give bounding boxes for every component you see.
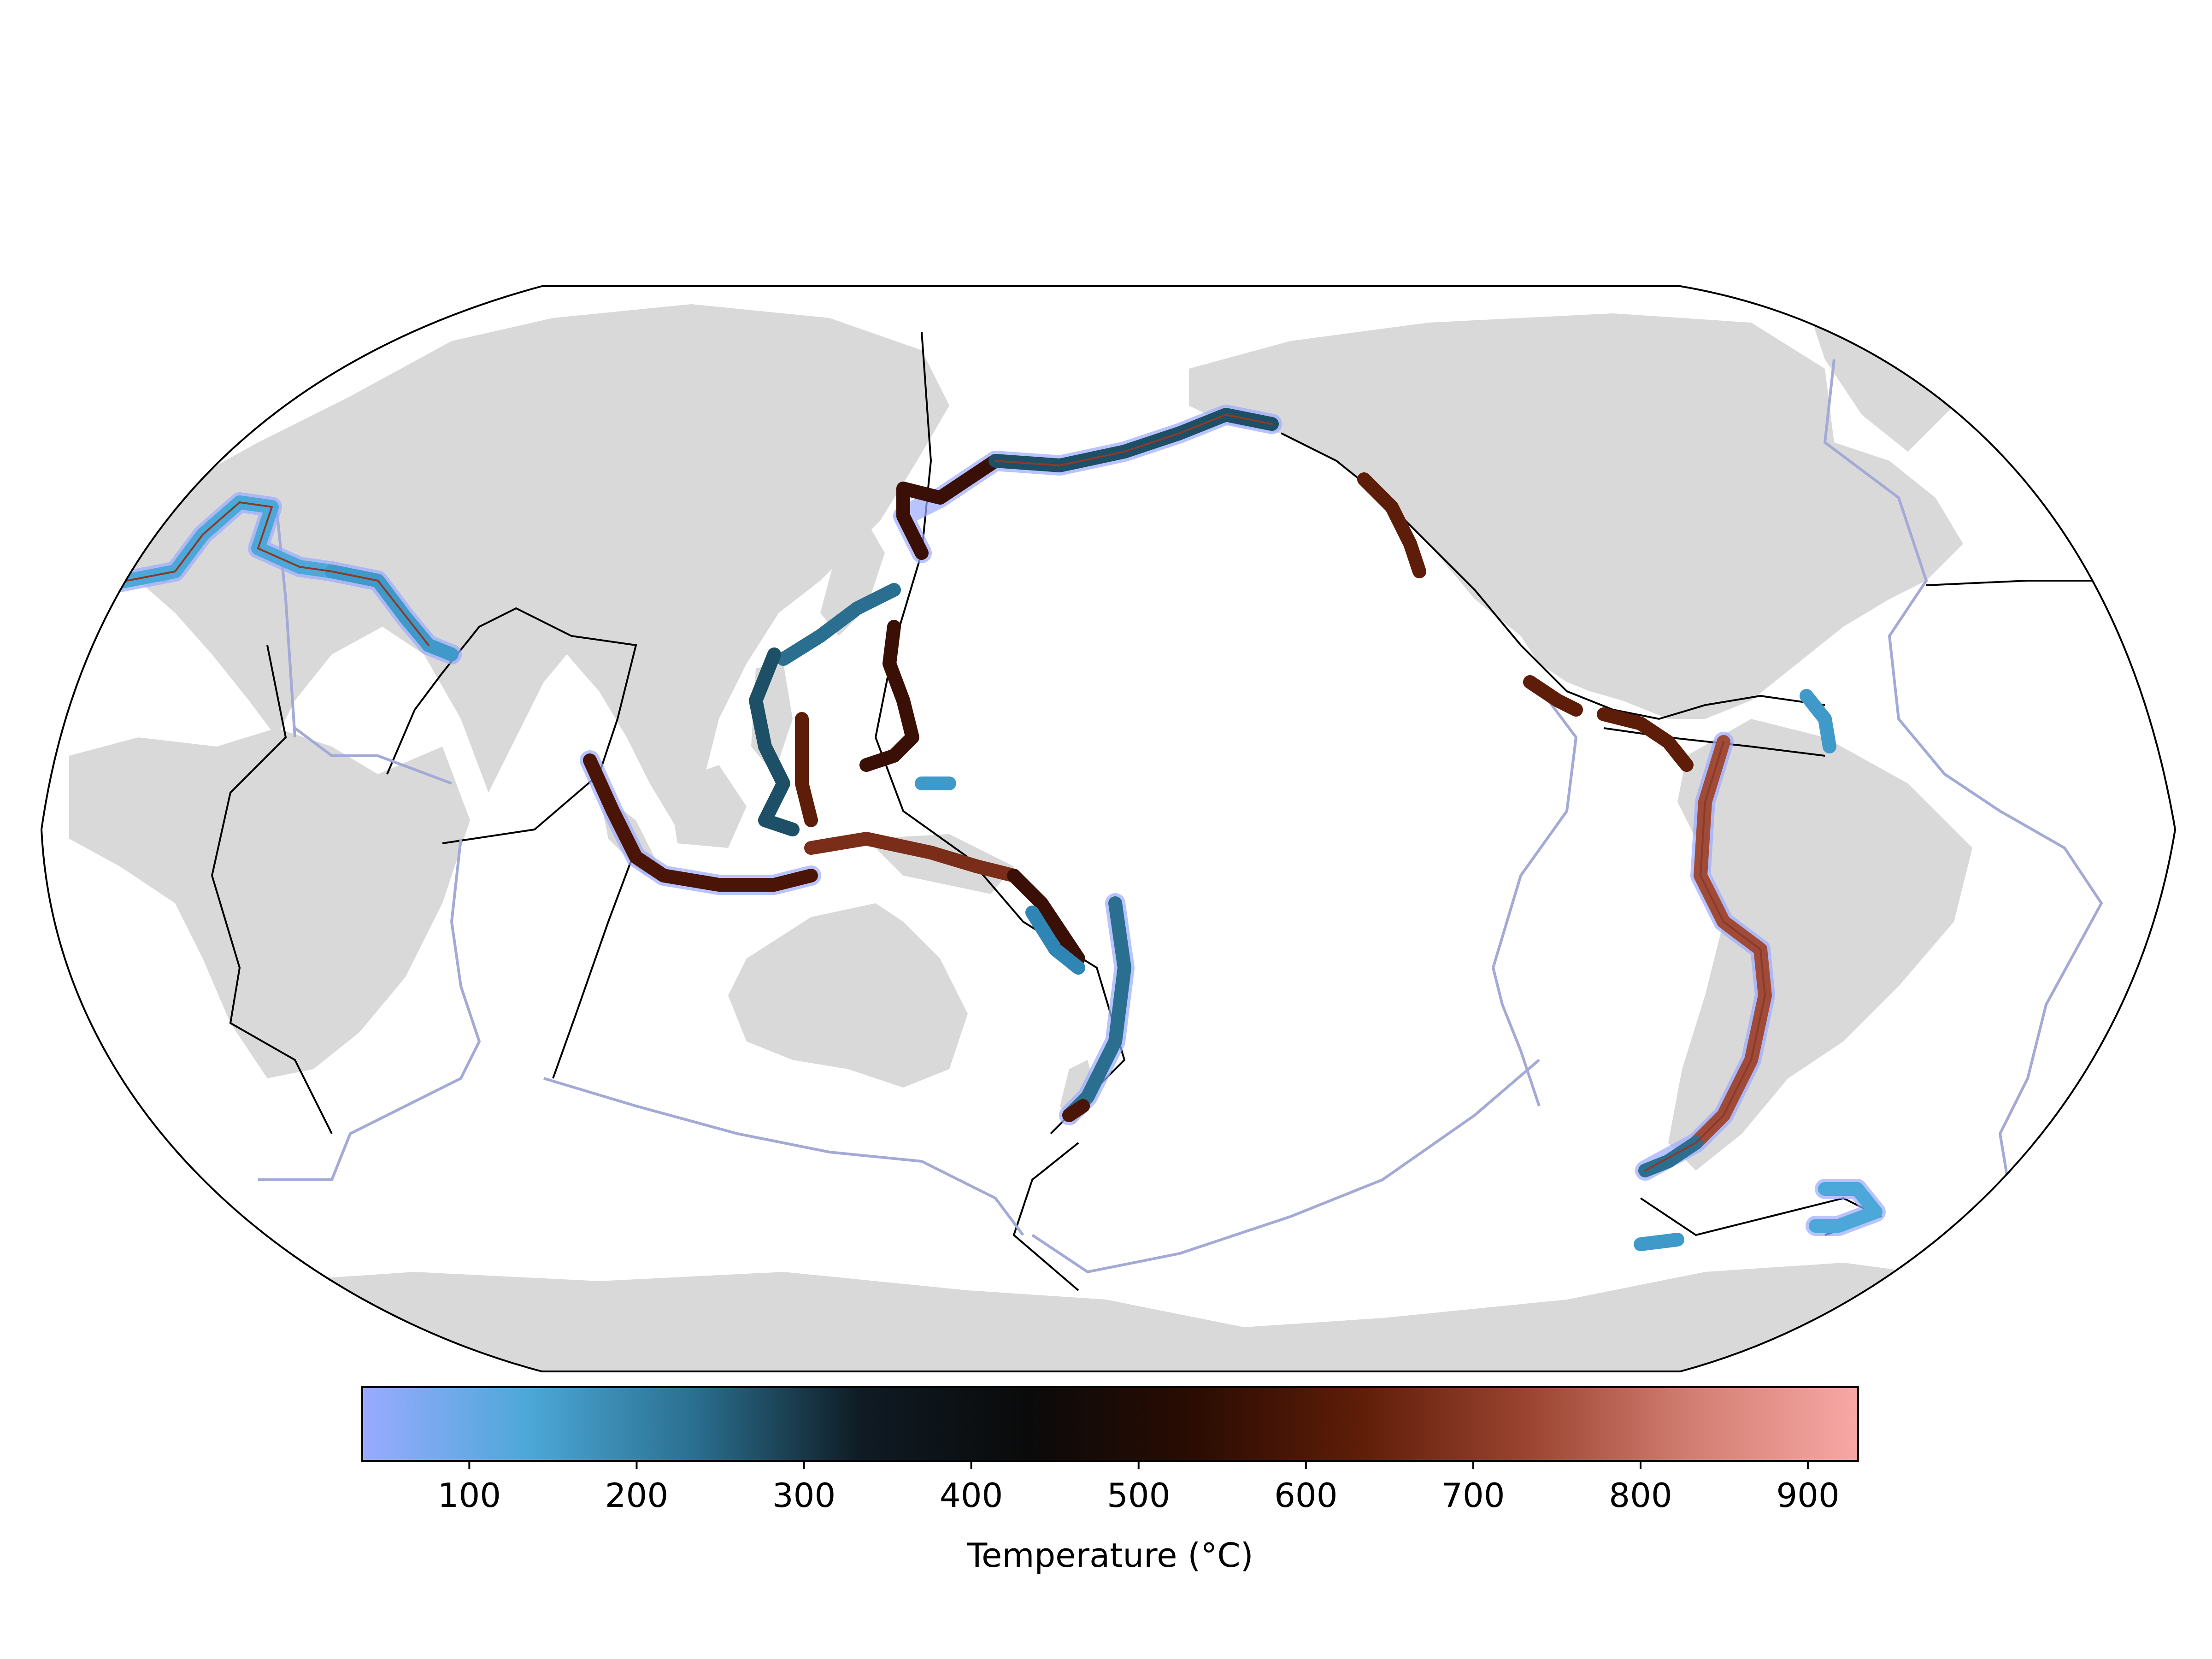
colorbar-tick-label: 800 bbox=[1609, 1476, 1672, 1515]
land-antarctica bbox=[276, 1263, 1982, 1371]
ridge-atlantic bbox=[1823, 359, 2103, 1189]
plate-boundaries bbox=[211, 331, 2111, 1291]
colorbar-tick-label: 500 bbox=[1107, 1476, 1170, 1515]
land-japan bbox=[820, 521, 885, 636]
trench-sunda bbox=[583, 753, 818, 892]
trench-central-america bbox=[1597, 707, 1694, 772]
land-borneo bbox=[668, 765, 747, 848]
colorbar-bar bbox=[361, 1386, 1859, 1462]
trench-line-mediterranean bbox=[114, 501, 429, 646]
boundary-indo-australia bbox=[552, 847, 637, 1079]
boundary-india bbox=[386, 607, 637, 844]
colorbar-tick-label: 900 bbox=[1776, 1476, 1839, 1515]
boundary-arabia bbox=[211, 645, 333, 1134]
trench-patagonia bbox=[1638, 1136, 1703, 1177]
subduction-zones bbox=[105, 405, 1886, 1251]
trench-png bbox=[1007, 869, 1085, 965]
land-masses bbox=[69, 295, 1991, 1371]
trench-kermadec-back bbox=[1062, 1099, 1090, 1122]
colorbar: 100 200 300 400 500 600 700 800 900 Temperature … bbox=[361, 1386, 1859, 1575]
land-africa bbox=[69, 728, 470, 1078]
land-madagascar bbox=[323, 912, 359, 995]
trench-south-shetland bbox=[1634, 1233, 1684, 1251]
ridge-east-pacific bbox=[1491, 700, 1578, 1106]
trench-izu-mariana bbox=[859, 620, 919, 772]
trench-vanuatu bbox=[1025, 906, 1085, 975]
land-eurasia bbox=[120, 304, 949, 830]
colorbar-tick-label: 600 bbox=[1274, 1476, 1337, 1515]
land-australia bbox=[728, 903, 968, 1088]
ridge-central-indian bbox=[294, 727, 453, 785]
trench-philippines bbox=[749, 647, 800, 836]
trench-banda bbox=[804, 832, 1021, 882]
subduction-centerline bbox=[114, 414, 1766, 1171]
trench-ryukyu bbox=[777, 583, 901, 666]
trench-japan bbox=[896, 454, 1002, 560]
mid-ocean-ridges bbox=[111, 359, 2103, 1274]
colorbar-tick-label: 200 bbox=[605, 1476, 668, 1515]
colorbar-ticks: 100 200 300 400 500 600 700 800 900 bbox=[438, 1461, 1840, 1515]
colorbar-tick-label: 700 bbox=[1441, 1476, 1505, 1515]
boundary-pacific-north bbox=[874, 331, 1126, 1135]
globe-outline bbox=[40, 285, 2177, 1372]
trench-scotia bbox=[1809, 1182, 1883, 1233]
boundary-north-atlantic bbox=[1926, 580, 2111, 586]
colorbar-tick-label: 300 bbox=[772, 1476, 835, 1515]
colorbar-tick-label: 100 bbox=[438, 1476, 501, 1515]
boundary-antarctic-pacific bbox=[1012, 1142, 1079, 1291]
colorbar-tick-label: 400 bbox=[940, 1476, 1003, 1515]
trench-line-andes bbox=[1644, 741, 1766, 1171]
land-north-america bbox=[1189, 313, 1963, 719]
ridge-southwest-indian bbox=[258, 838, 481, 1181]
trench-mexico bbox=[1523, 675, 1583, 717]
trench-lesser-antilles bbox=[1800, 689, 1836, 753]
trench-philippines-east bbox=[795, 712, 818, 827]
trench-line-aleutian bbox=[994, 414, 1273, 466]
boundary-caribbean bbox=[1603, 727, 1825, 757]
ridge-pacific-antarctic bbox=[1031, 1059, 1540, 1274]
trench-cascadia bbox=[1357, 472, 1426, 578]
ridge-southeast-indian bbox=[543, 1077, 1024, 1236]
colorbar-label: Temperature (°C) bbox=[966, 1536, 1253, 1575]
